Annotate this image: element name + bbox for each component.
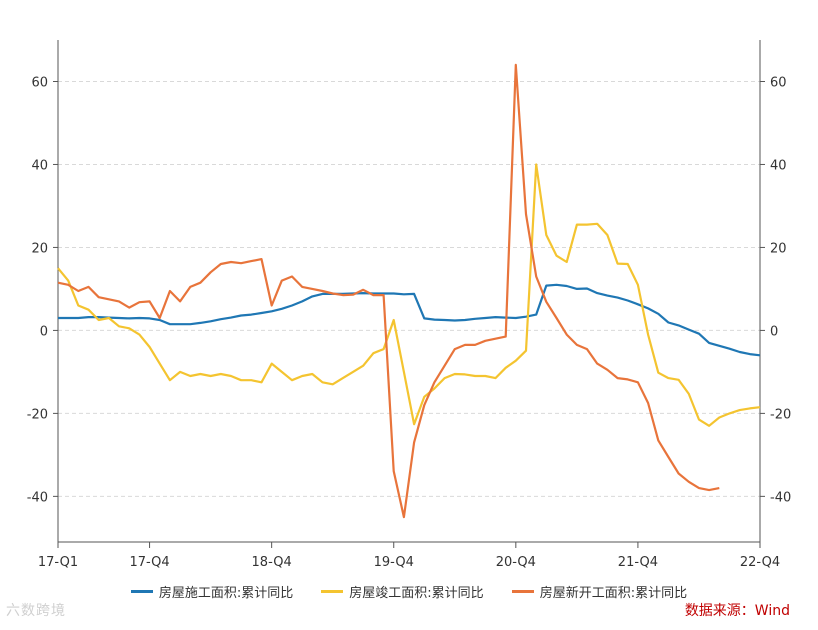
data-source-label: 数据来源：Wind: [684, 603, 790, 619]
y-tick-label-left: -40: [27, 490, 48, 505]
legend-item-new-start: 房屋新开工面积:累计同比: [511, 580, 688, 602]
x-tick-label: 22-Q4: [740, 555, 780, 570]
x-tick-label: 17-Q4: [129, 555, 169, 570]
y-tick-label-right: 20: [770, 241, 787, 256]
x-tick-label: 19-Q4: [374, 555, 414, 570]
y-tick-label-right: 60: [770, 75, 787, 90]
series-line-completion: [57, 163, 761, 427]
y-tick-label-right: 40: [770, 158, 787, 173]
watermark-logo: 六数跨境: [6, 603, 66, 619]
x-tick-label: 18-Q4: [252, 555, 292, 570]
legend-item-construction: 房屋施工面积:累计同比: [130, 580, 294, 602]
tick-labels: -40 -40 -20 -20 0 0 20 20 40 40 60 60 17-Q1 17-Q4 18-Q…: [27, 75, 791, 570]
legend-swatch-new-start: [511, 589, 534, 593]
x-tick-label: 20-Q4: [496, 555, 536, 570]
y-tick-label-left: 40: [31, 158, 48, 173]
legend-item-completion: 房屋竣工面积:累计同比: [321, 580, 484, 602]
legend-swatch-completion: [321, 589, 344, 593]
legend-label-completion: 房屋竣工面积:累计同比: [349, 585, 484, 601]
legend-swatch-construction: [130, 589, 153, 593]
y-tick-label-right: 0: [770, 324, 778, 339]
legend: 房屋施工面积:累计同比 房屋竣工面积:累计同比 房屋新开工面积:累计同比: [0, 580, 818, 602]
x-tick-label: 21-Q4: [618, 555, 658, 570]
legend-label-new-start: 房屋新开工面积:累计同比: [539, 585, 688, 601]
series-line-new-start: [57, 63, 720, 519]
series-layer: [57, 63, 761, 519]
y-tick-label-left: 20: [31, 241, 48, 256]
axes: [53, 40, 765, 548]
x-tick-label: 17-Q1: [38, 555, 78, 570]
grid-lines: [58, 80, 760, 497]
y-tick-label-right: -40: [770, 490, 791, 505]
legend-label-construction: 房屋施工面积:累计同比: [158, 585, 294, 601]
y-tick-label-left: 60: [31, 75, 48, 90]
y-tick-label-left: 0: [40, 324, 48, 339]
series-line-construction: [58, 283, 761, 357]
y-tick-label-left: -20: [27, 407, 48, 422]
y-tick-label-right: -20: [770, 407, 791, 422]
